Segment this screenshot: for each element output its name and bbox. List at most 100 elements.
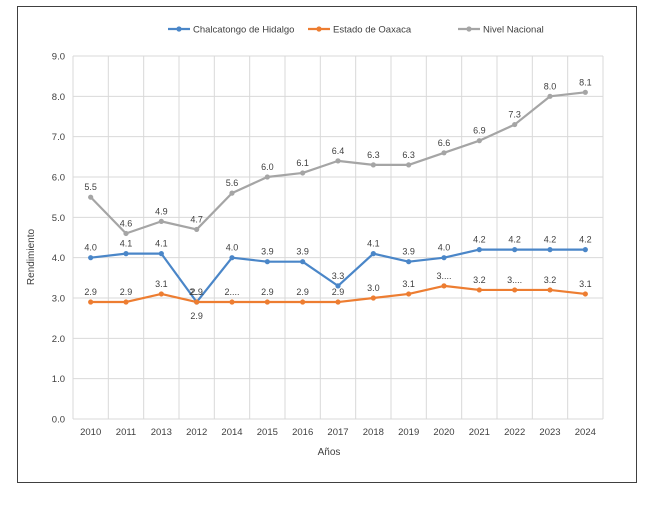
data-point: [335, 299, 341, 305]
data-point: [229, 255, 235, 261]
x-axis-title: Años: [318, 447, 341, 458]
data-label: 4.2: [544, 235, 557, 245]
data-label: 6.6: [438, 138, 451, 148]
data-label: 3.9: [261, 247, 274, 257]
gridlines: [72, 55, 604, 420]
data-point: [476, 247, 482, 253]
data-point: [441, 283, 447, 289]
data-point: [370, 295, 376, 301]
legend-swatch-marker: [466, 26, 472, 32]
data-point: [158, 218, 164, 224]
data-label: 3....: [436, 271, 451, 281]
x-tick-label: 2020: [433, 427, 454, 438]
data-label: 4.1: [120, 239, 133, 249]
data-label: 4.9: [155, 206, 168, 216]
data-point: [476, 138, 482, 144]
data-label: 6.4: [332, 146, 345, 156]
data-point: [264, 174, 270, 180]
data-label: 3.1: [579, 279, 592, 289]
y-axis-title: Rendimiento: [26, 228, 37, 285]
chart-frame: 0.0 1.0 2.0 3.0 4.0 5.0 6.0 7.0 8.0 9.0 2010 2011 2…: [17, 6, 637, 483]
x-tick-label: 2023: [539, 427, 560, 438]
data-label: 3.1: [402, 279, 415, 289]
data-label: 3.1: [155, 279, 168, 289]
data-point: [88, 299, 94, 305]
line-chart: 0.01.02.03.04.05.06.07.08.09.0 2010 2011 2…: [26, 25, 604, 458]
legend-label: Estado de Oaxaca: [333, 25, 412, 36]
data-point: [264, 299, 270, 305]
x-tick-label: 2015: [257, 427, 278, 438]
data-label: 2.9: [261, 287, 274, 297]
y-tick-label: 5.0: [52, 213, 65, 224]
data-label: 4.0: [84, 243, 97, 253]
data-point: [406, 291, 412, 297]
data-label: 2.9: [190, 287, 203, 297]
y-axis-tick-labels: 0.0 1.0 2.0 3.0 4.0 5.0 6.0 7.0 8.0 9.0: [52, 52, 65, 426]
data-label: 2.9: [296, 287, 309, 297]
data-label: 6.3: [402, 150, 415, 160]
data-label: 6.3: [367, 150, 380, 160]
data-labels: 4.0 4.1 4.1 2.... 4.0 3.9 3.9 3.3 4.1 3.9 4.0 4.2 4.…: [84, 77, 591, 321]
data-label: 4.1: [367, 239, 380, 249]
x-tick-label: 2024: [575, 427, 596, 438]
data-point: [194, 299, 200, 305]
data-label: 8.1: [579, 77, 592, 87]
series-lines: [88, 89, 588, 305]
data-point: [476, 287, 482, 293]
data-point: [512, 247, 518, 253]
y-tick-label: 9.0: [52, 52, 65, 63]
data-point: [123, 230, 129, 237]
data-point: [547, 247, 553, 253]
y-tick-label: 1.0: [52, 374, 65, 385]
y-tick-label: 6.0: [52, 173, 65, 184]
y-tick-label: 2.0: [52, 334, 65, 345]
data-point: [512, 287, 518, 293]
data-label: 4.2: [508, 235, 521, 245]
data-label: 5.6: [226, 178, 239, 188]
data-point: [300, 170, 306, 176]
legend: Chalcatongo de Hidalgo Estado de Oaxaca Ni…: [168, 25, 544, 36]
y-tick-label: 3.0: [52, 294, 65, 305]
y-tick-label: 4.0: [52, 253, 65, 264]
data-point: [123, 251, 129, 257]
data-label: 2....: [224, 287, 239, 297]
data-label: 2.9: [332, 287, 345, 297]
data-label: 6.0: [261, 162, 274, 172]
data-label: 7.3: [508, 110, 521, 120]
data-label: 3.9: [402, 247, 415, 257]
data-label: 3.2: [544, 275, 557, 285]
data-label: 6.1: [296, 158, 309, 168]
x-tick-label: 2018: [363, 427, 384, 438]
data-label: 4.0: [226, 243, 239, 253]
data-label: 4.7: [190, 214, 203, 224]
data-point: [264, 259, 270, 265]
data-label: 2....: [189, 287, 204, 297]
data-point: [335, 158, 341, 164]
x-tick-label: 2019: [398, 427, 419, 438]
data-point: [582, 89, 588, 95]
x-tick-label: 2022: [504, 427, 525, 438]
data-label: 2.9: [120, 287, 133, 297]
data-point: [582, 247, 588, 253]
data-point: [300, 259, 306, 265]
data-label: 2.9: [190, 311, 203, 321]
data-point: [441, 150, 447, 156]
data-point: [547, 93, 553, 99]
y-tick-label: 7.0: [52, 132, 65, 143]
x-axis-tick-labels: 2010 2011 2013 2012 2014 2015 2016 2017 2018 2019…: [80, 427, 596, 438]
data-point: [370, 251, 376, 257]
data-point: [582, 291, 588, 297]
data-label: 4.0: [438, 243, 451, 253]
legend-label: Nivel Nacional: [483, 25, 544, 36]
data-label: 3.0: [367, 283, 380, 293]
legend-swatch-marker: [176, 26, 182, 32]
data-point: [406, 162, 412, 168]
legend-label: Chalcatongo de Hidalgo: [193, 25, 294, 36]
data-label: 3....: [507, 275, 522, 285]
data-point: [158, 251, 164, 257]
data-point: [335, 283, 341, 289]
y-tick-label: 8.0: [52, 92, 65, 103]
data-point: [229, 190, 235, 196]
y-tick-label: 0.0: [52, 415, 65, 426]
data-point: [300, 299, 306, 305]
